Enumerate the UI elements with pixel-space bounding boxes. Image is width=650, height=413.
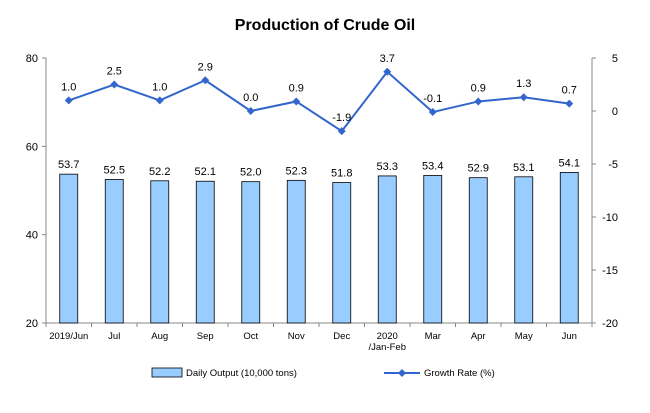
bar — [423, 175, 443, 324]
line-point-marker — [246, 107, 255, 115]
bar-data-label: 53.4 — [422, 160, 443, 172]
x-tick-label: May — [515, 331, 533, 342]
line-data-label: 3.7 — [380, 53, 395, 65]
legend-line-label: Growth Rate (%) — [424, 368, 495, 379]
legend-bar-label: Daily Output (10,000 tons) — [186, 368, 297, 379]
chart-title: Production of Crude Oil — [235, 17, 415, 34]
x-tick-label: Nov — [288, 331, 305, 342]
y-right-tick-label: -10 — [602, 212, 618, 224]
line-data-label: 0.9 — [471, 82, 486, 94]
bar — [59, 173, 79, 324]
legend: Daily Output (10,000 tons) Growth Rate (%… — [151, 367, 495, 379]
axes: 20 40 60 80 -20 -15 -10 -5 0 5 2019/Jun Jul Aug Sep Oc… — [26, 53, 618, 353]
y-right-tick-label: 0 — [612, 106, 618, 118]
legend-line-marker — [398, 369, 406, 377]
line-point-marker — [201, 76, 210, 85]
bar-data-label: 53.1 — [513, 162, 534, 174]
bar — [150, 180, 170, 324]
bar — [195, 180, 215, 324]
x-tick-label: Jul — [108, 331, 120, 342]
x-tick-label-line: Mar — [425, 331, 441, 342]
line-point-marker — [64, 96, 73, 105]
y-left-tick-label: 20 — [26, 318, 38, 330]
bar-data-label: 52.3 — [286, 165, 307, 177]
line-series — [64, 67, 574, 136]
line-point-marker — [383, 67, 392, 76]
y-right-tick-label: -5 — [608, 159, 618, 171]
bar-data-label: 52.0 — [240, 167, 261, 179]
bar — [377, 175, 397, 324]
bar — [468, 177, 488, 324]
y-left-tick-label: 80 — [26, 53, 38, 65]
y-left-tick-label: 40 — [26, 230, 38, 242]
line-point-marker — [337, 127, 346, 136]
line-data-label: 2.9 — [198, 61, 213, 73]
x-tick-label: Mar — [425, 331, 441, 342]
bar-data-label: 52.2 — [149, 166, 170, 178]
bar — [104, 179, 124, 324]
bar — [286, 179, 306, 324]
bar — [514, 176, 534, 324]
line-point-marker — [519, 93, 528, 102]
x-tick-label-line: 2020 — [377, 331, 398, 342]
x-tick-label-line: Jul — [108, 331, 120, 342]
line-point-marker — [565, 99, 574, 108]
bar-data-label: 51.8 — [331, 168, 352, 180]
line-point-marker — [292, 97, 301, 106]
x-tick-label: 2020/Jan-Feb — [369, 331, 407, 353]
x-tick-label-line: Aug — [151, 331, 168, 342]
bar-data-label: 53.3 — [377, 161, 398, 173]
line-point-marker — [428, 108, 437, 117]
data-labels: 53.7 52.5 52.2 52.1 52.0 52.3 51.8 53.3 53.4 52.9… — [58, 53, 580, 180]
line-point-marker — [110, 80, 119, 89]
x-tick-label-line: /Jan-Feb — [369, 342, 407, 353]
x-tick-label: Aug — [151, 331, 168, 342]
x-tick-label-line: Jun — [562, 331, 577, 342]
line-data-label: 1.3 — [516, 78, 531, 90]
line-data-label: 0.9 — [289, 82, 304, 94]
x-tick-label: Dec — [333, 331, 350, 342]
y-right-tick-label: 5 — [612, 53, 618, 65]
line-point-marker — [474, 97, 483, 106]
bar-data-label: 52.9 — [468, 163, 489, 175]
bar — [241, 181, 261, 324]
bar-series — [59, 171, 579, 324]
bar-data-label: 52.5 — [104, 164, 125, 176]
legend-bar-swatch — [151, 367, 183, 378]
x-tick-label: Jun — [562, 331, 577, 342]
x-tick-label-line: Oct — [243, 331, 258, 342]
x-tick-label: Apr — [471, 331, 486, 342]
bar-data-label: 52.1 — [195, 166, 216, 178]
x-tick-label-line: Nov — [288, 331, 305, 342]
line-data-label: 0.7 — [562, 85, 577, 97]
x-tick-label: Oct — [243, 331, 258, 342]
x-tick-label-line: Dec — [333, 331, 350, 342]
y-left-tick-label: 60 — [26, 141, 38, 153]
y-right-tick-label: -15 — [602, 265, 618, 277]
line-data-label: 1.0 — [152, 81, 167, 93]
line-data-label: 1.0 — [61, 81, 76, 93]
x-tick-label: Sep — [197, 331, 214, 342]
line-data-label: 2.5 — [107, 66, 122, 78]
x-tick-label-line: 2019/Jun — [49, 331, 88, 342]
y-right-tick-label: -20 — [602, 318, 618, 330]
line-data-label: 0.0 — [243, 92, 258, 104]
line-data-label: -0.1 — [423, 93, 442, 105]
bar-data-label: 54.1 — [559, 157, 580, 169]
line-point-marker — [155, 96, 164, 105]
growth-line — [68, 70, 570, 133]
x-tick-label-line: Apr — [471, 331, 486, 342]
x-tick-label-line: May — [515, 331, 533, 342]
bar-data-label: 53.7 — [58, 159, 79, 171]
x-tick-label-line: Sep — [197, 331, 214, 342]
bar — [559, 171, 579, 324]
bar — [332, 182, 352, 324]
x-tick-label: 2019/Jun — [49, 331, 88, 342]
line-data-label: -1.9 — [332, 112, 351, 124]
